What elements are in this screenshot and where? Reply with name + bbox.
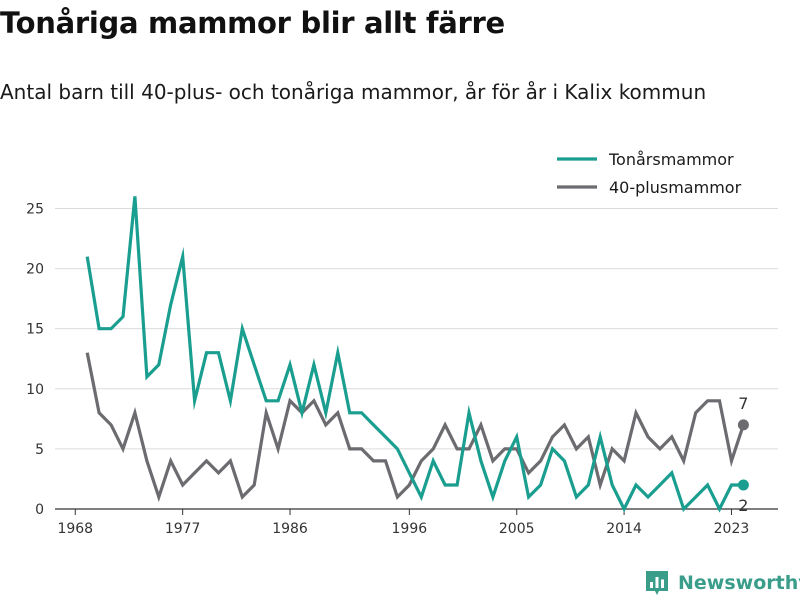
x-tick-label: 2023 (714, 521, 750, 537)
legend-background (548, 144, 770, 206)
end-point-40-plusmammor (737, 419, 749, 431)
y-tick-label: 5 (35, 442, 44, 458)
x-axis: 1968 1977 1986 1996 2005 2014 2023 (55, 508, 778, 537)
legend: Tonårsmammor 40-plusmammor (548, 144, 770, 206)
x-tick-label: 1968 (57, 521, 93, 537)
x-tick-label: 1996 (392, 521, 428, 537)
legend-label: 40-plusmammor (609, 178, 742, 197)
end-label-tonarsmammor: 2 (738, 496, 748, 515)
y-axis: 0 5 10 15 20 25 (26, 201, 44, 518)
line-chart: 1968 1977 1986 1996 2005 2014 2023 0510152025 … (26, 144, 778, 537)
x-tick-label: 1986 (272, 521, 308, 537)
series-line-40-plusmammor (85, 352, 745, 503)
brand-footer: Newsworthy (644, 568, 800, 598)
legend-label: Tonårsmammor (608, 150, 734, 169)
end-point-tonarsmammor (737, 479, 749, 491)
newsworthy-logo-icon (646, 571, 668, 595)
series-lines: 72 (85, 196, 749, 515)
y-tick-label: 0 (35, 502, 44, 518)
chart-title: Tonåriga mammor blir allt färre (0, 6, 505, 40)
series-line-tonarsmammor (85, 196, 744, 513)
y-tick-label: 20 (26, 262, 44, 278)
x-tick-label: 1977 (165, 521, 201, 537)
y-tick-label: 25 (26, 201, 44, 217)
x-tick-label: 2014 (606, 521, 642, 537)
y-tick-label: 10 (26, 382, 44, 398)
y-tick-label: 15 (26, 322, 44, 338)
chart-subtitle: Antal barn till 40-plus- och tonåriga ma… (0, 80, 707, 104)
end-label-40-plusmammor: 7 (738, 394, 748, 413)
gridlines (55, 207, 778, 450)
x-tick-label: 2005 (499, 521, 535, 537)
brand-name: Newsworthy (678, 572, 800, 594)
